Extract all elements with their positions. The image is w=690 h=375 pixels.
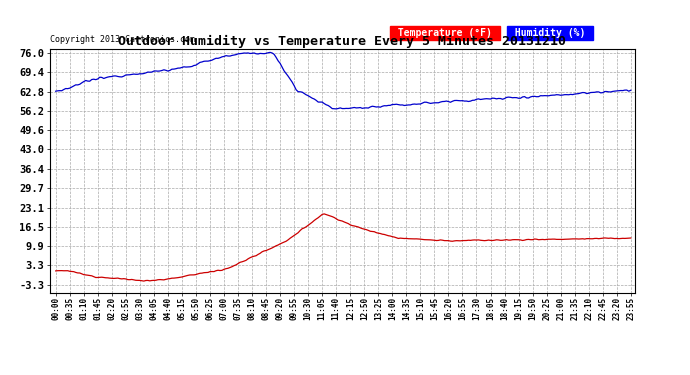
Title: Outdoor Humidity vs Temperature Every 5 Minutes 20131210: Outdoor Humidity vs Temperature Every 5 … <box>118 34 566 48</box>
Text: Copyright 2013 Cartronics.com: Copyright 2013 Cartronics.com <box>50 35 195 44</box>
Text: Humidity (%): Humidity (%) <box>509 28 591 38</box>
Text: Temperature (°F): Temperature (°F) <box>392 28 497 38</box>
